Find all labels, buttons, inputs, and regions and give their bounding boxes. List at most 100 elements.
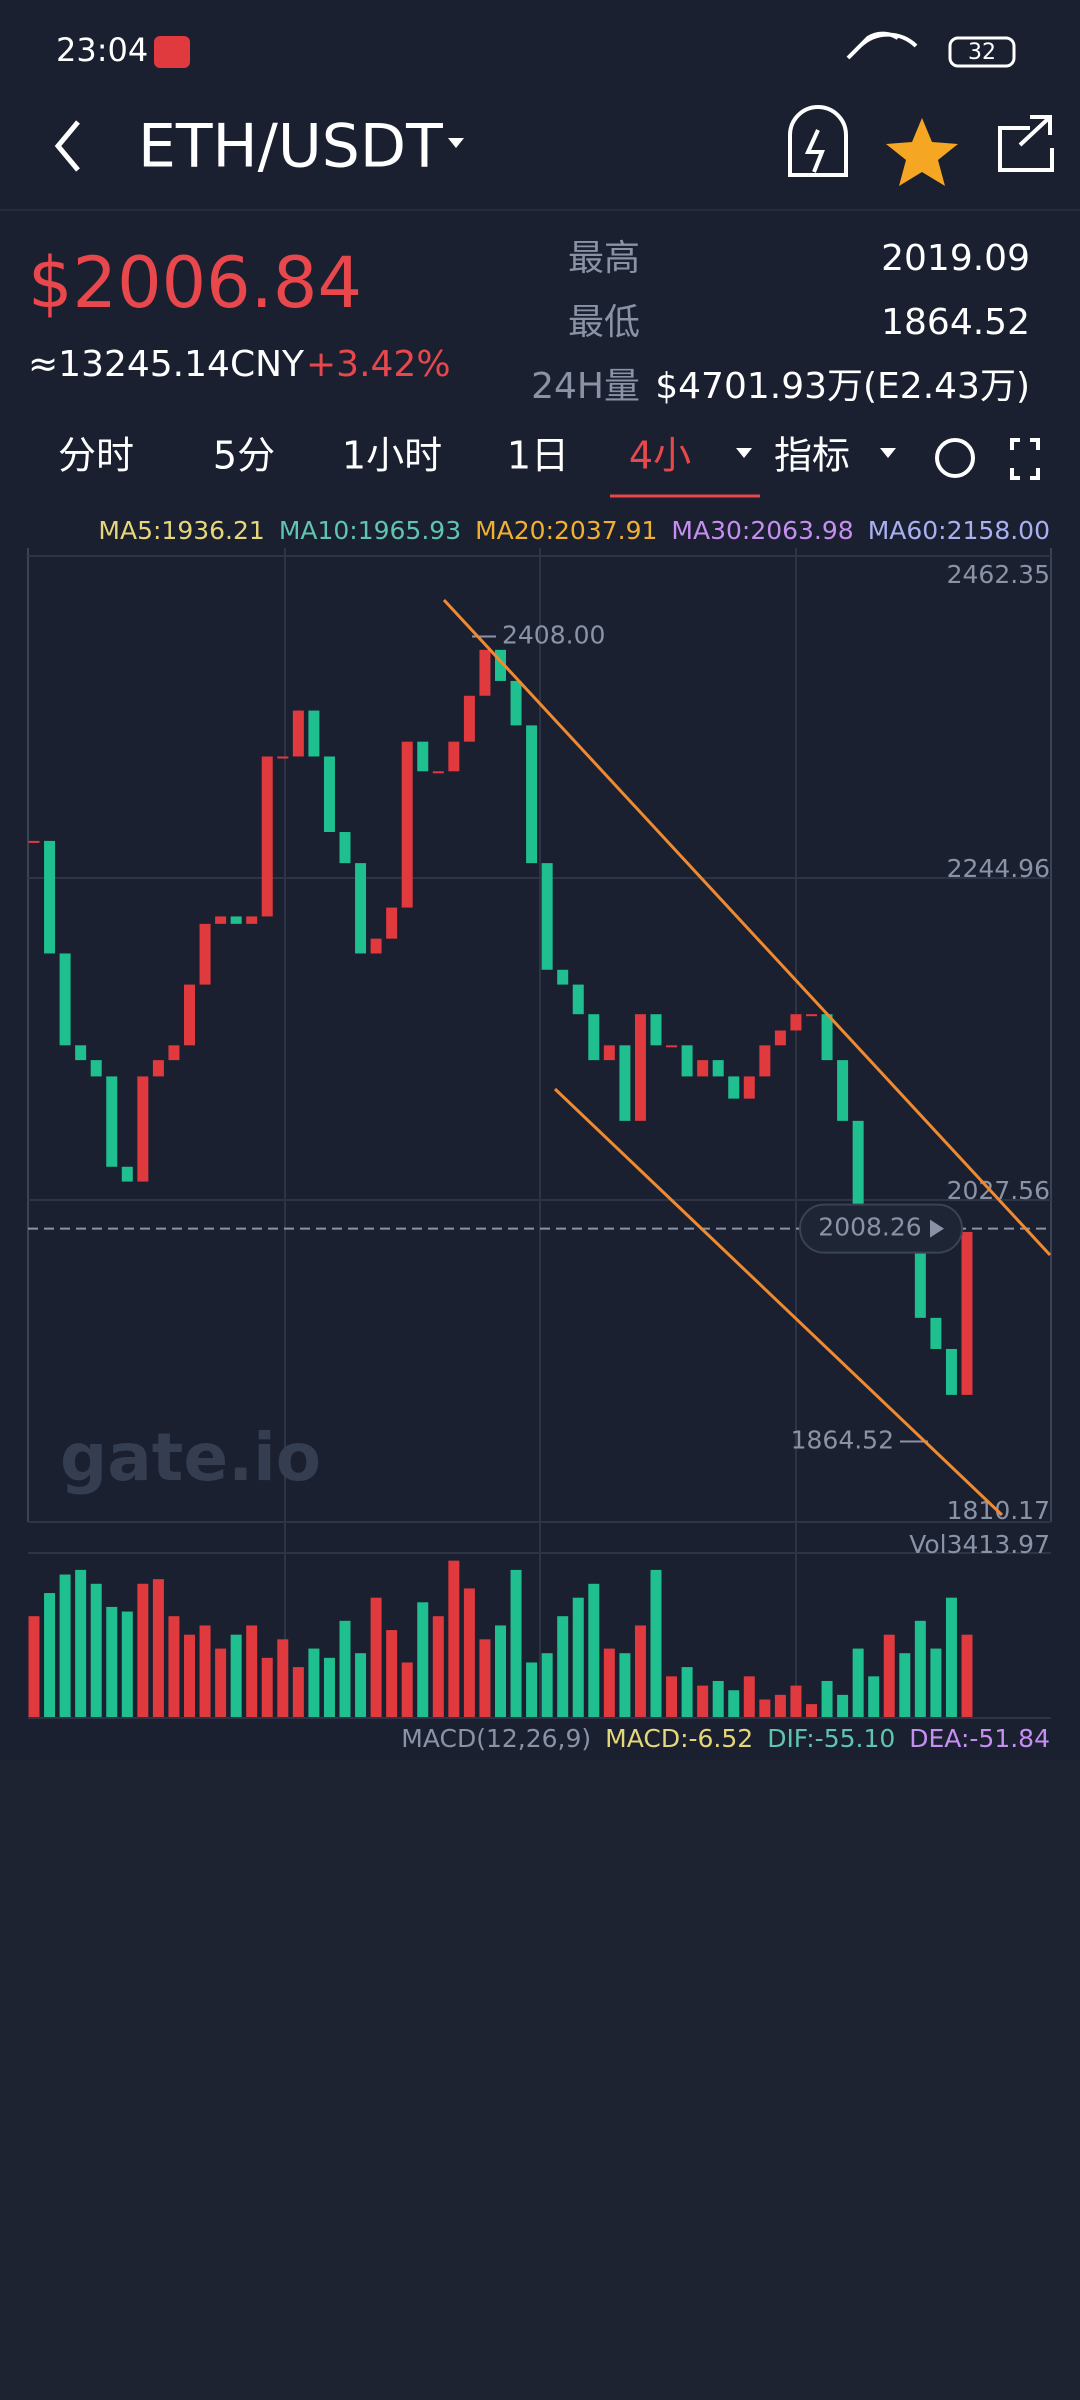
- candle: [308, 710, 320, 757]
- volume-bar: [790, 1685, 802, 1718]
- volume-bar: [261, 1657, 273, 1718]
- timeframe-tab[interactable]: 4小: [629, 434, 691, 478]
- candle: [634, 1014, 646, 1121]
- candle: [432, 771, 444, 774]
- volume-bar: [28, 1616, 40, 1718]
- settings-button[interactable]: [935, 438, 975, 478]
- lower-panel: [0, 1760, 1080, 2400]
- candle: [930, 1317, 942, 1349]
- candle: [650, 1014, 662, 1046]
- candle: [712, 1060, 724, 1077]
- volume-bar: [432, 1616, 444, 1718]
- candle: [230, 916, 242, 924]
- volume-bar: [572, 1597, 584, 1718]
- candle: [541, 863, 553, 970]
- fullscreen-button[interactable]: [1010, 438, 1040, 480]
- share-button[interactable]: [998, 115, 1054, 172]
- volume-bar: [914, 1620, 926, 1718]
- candle: [759, 1045, 771, 1077]
- stat-value: $4701.93万(E2.43万): [655, 366, 1030, 407]
- volume-bar: [712, 1680, 724, 1718]
- volume-bar: [899, 1653, 911, 1718]
- battery-level: 32: [968, 40, 996, 65]
- ma-legend: MA5:1936.21 MA10:1965.93 MA20:2037.91 MA30:…: [98, 516, 1050, 545]
- timeframe-tab[interactable]: 1日: [507, 434, 569, 478]
- candle: [681, 1045, 693, 1077]
- volume-bar: [526, 1662, 538, 1718]
- candle: [261, 756, 273, 917]
- volume-bar: [448, 1560, 460, 1718]
- pair-dropdown[interactable]: [448, 138, 464, 148]
- favorite-button[interactable]: [886, 118, 958, 186]
- candle: [277, 756, 289, 759]
- volume-bar: [510, 1569, 522, 1718]
- volume-bar: [666, 1676, 678, 1718]
- trendline-lower: [553, 1087, 1004, 1517]
- volume-bar: [417, 1602, 429, 1718]
- macd-legend-item: DIF:-55.10: [767, 1724, 895, 1753]
- candle: [28, 840, 40, 843]
- candle: [806, 1014, 817, 1017]
- candle: [75, 1045, 87, 1061]
- volume-bar: [743, 1676, 755, 1718]
- candle: [510, 680, 522, 726]
- volume-bar: [806, 1704, 817, 1718]
- timeframe-tab[interactable]: 指标: [774, 434, 850, 478]
- high-marker-label: 2408.00: [502, 621, 605, 650]
- volume-bar: [199, 1625, 211, 1718]
- volume-bar: [215, 1648, 227, 1718]
- candle: [59, 953, 71, 1046]
- candle: [572, 984, 584, 1015]
- volume-label: Vol3413.97: [909, 1530, 1050, 1559]
- volume-bar: [277, 1639, 289, 1718]
- volume-bar: [184, 1634, 195, 1718]
- candle: [215, 916, 227, 924]
- candle: [246, 916, 258, 924]
- stat-label: 最低: [568, 302, 640, 343]
- timeframe-tab[interactable]: 5分: [213, 434, 275, 478]
- volume-bar: [852, 1648, 864, 1718]
- timeframe-tab[interactable]: 1小时: [342, 434, 442, 478]
- candle: [728, 1076, 740, 1099]
- candle: [961, 1231, 973, 1395]
- volume-bar: [137, 1583, 149, 1718]
- current-price-box[interactable]: [799, 1203, 963, 1254]
- candle: [121, 1166, 133, 1182]
- trendline-upper: [442, 598, 1052, 1257]
- volume-bar: [930, 1648, 942, 1718]
- candle: [168, 1045, 180, 1061]
- back-button[interactable]: [54, 120, 80, 172]
- volume-bar: [603, 1648, 615, 1718]
- candle: [448, 741, 460, 772]
- volume-bar: [106, 1606, 118, 1718]
- candle: [401, 741, 413, 908]
- candle: [603, 1045, 615, 1061]
- candle: [417, 741, 429, 772]
- macd-legend-item: DEA:-51.84: [909, 1724, 1050, 1753]
- volume-bar: [90, 1583, 102, 1718]
- volume-bar: [121, 1611, 133, 1718]
- candle: [697, 1060, 709, 1077]
- volume-bar: [883, 1634, 895, 1718]
- volume-bar: [634, 1625, 646, 1718]
- candle: [821, 1014, 833, 1061]
- pair-title[interactable]: ETH/USDT: [138, 112, 443, 182]
- volume-bar: [650, 1569, 662, 1718]
- volume-bar: [75, 1569, 87, 1718]
- macd-legend-item: MACD:-6.52: [605, 1724, 753, 1753]
- alert-button[interactable]: [788, 105, 848, 177]
- notification-icon: [154, 36, 190, 68]
- volume-bar: [246, 1625, 258, 1718]
- stat-label: 24H量: [531, 366, 640, 407]
- candle: [479, 649, 491, 696]
- timeframe-tab[interactable]: 分时: [58, 434, 134, 478]
- volume-bar: [230, 1634, 242, 1718]
- volume-bar: [868, 1676, 880, 1718]
- current-price-arrow: [930, 1219, 944, 1238]
- volume-bar: [541, 1653, 553, 1718]
- y-tick-label: 2244.96: [947, 854, 1050, 883]
- volume-bar: [759, 1699, 771, 1718]
- candle: [837, 1060, 849, 1121]
- cny-price: ≈13245.14CNY: [28, 344, 305, 385]
- candle: [463, 695, 475, 742]
